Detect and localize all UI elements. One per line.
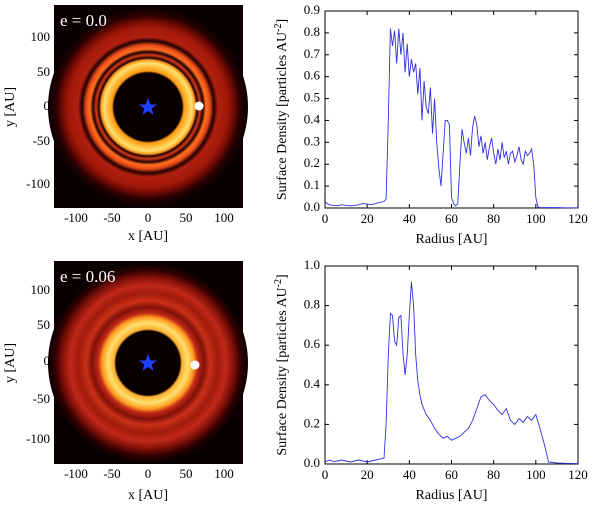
- y-tick-label: 1.0: [304, 257, 320, 272]
- disk-image-e006: e = 0.06: [48, 261, 248, 464]
- disk-axes-e0: 100 50 0 -50 -100 -100 -50 0 50 100 x [A…: [3, 29, 234, 244]
- x-tick-label: -50: [103, 210, 120, 225]
- planet-icon: [190, 360, 200, 370]
- y-axis-label: y [AU]: [3, 343, 18, 383]
- series-line: [324, 28, 578, 209]
- x-tick-label: 120: [568, 211, 588, 226]
- x-tick-label: 100: [526, 467, 546, 482]
- y-tick-label: -50: [33, 133, 50, 148]
- x-tick-label: 0: [145, 210, 152, 225]
- plot-frame: [324, 10, 579, 209]
- x-tick-label: 60: [445, 211, 458, 226]
- x-tick-label: 100: [526, 211, 546, 226]
- x-tick-label: 0: [145, 466, 152, 481]
- disk-axes-e006: 100 50 0 -50 -100 -100 -50 0 50 100 x [A…: [3, 282, 234, 503]
- y-tick-label: 50: [37, 64, 50, 79]
- y-axis-label: y [AU]: [3, 87, 18, 127]
- panel-label: e = 0.06: [60, 267, 115, 286]
- x-tick-label: 50: [180, 210, 193, 225]
- x-tick-label: 50: [180, 466, 193, 481]
- y-tick-label: 0.6: [304, 336, 321, 351]
- y-tick-label: 0.3: [304, 133, 320, 148]
- surface-density-chart-e006: 0 20 40 60 80 100 120 0.0 0.2 0.4 0.6 0.8 1.0 Radius …: [273, 257, 588, 503]
- y-tick-label: 0.8: [304, 24, 320, 39]
- planet-icon: [194, 101, 204, 111]
- y-tick-label: 100: [31, 282, 51, 297]
- x-tick-label: -50: [103, 466, 120, 481]
- y-tick-label: 0.8: [304, 297, 320, 312]
- star-icon: [138, 98, 158, 115]
- x-axis-label: x [AU]: [128, 488, 168, 503]
- x-tick-label: 0: [322, 467, 329, 482]
- x-tick-label: 40: [403, 211, 416, 226]
- x-tick-label: 120: [568, 467, 588, 482]
- x-tick-label: 40: [403, 467, 416, 482]
- y-tick-label: 0.0: [304, 199, 320, 214]
- y-tick-label: 0.2: [304, 155, 320, 170]
- surface-density-chart-e0: 0 20 40 60 80 100 120 0.0 0.1 0.2 0.3 0.4 0.5 0.6 0.7 0…: [273, 2, 588, 247]
- plot-frame: [324, 265, 579, 465]
- x-axis-label: Radius [AU]: [416, 232, 488, 247]
- x-axis-label: Radius [AU]: [416, 488, 488, 503]
- y-tick-label: 0.4: [304, 376, 321, 391]
- y-tick-label: 0.7: [304, 46, 321, 61]
- y-tick-label: 0: [44, 98, 51, 113]
- y-tick-label: 0.0: [304, 455, 320, 470]
- y-tick-label: -50: [33, 391, 50, 406]
- y-tick-label: 0: [44, 353, 51, 368]
- star-icon: [138, 354, 158, 371]
- y-tick-label: 0.4: [304, 111, 321, 126]
- panel-label: e = 0.0: [60, 11, 107, 30]
- x-tick-label: 0: [322, 211, 329, 226]
- y-tick-label: 100: [31, 29, 51, 44]
- y-tick-label: -100: [26, 176, 50, 191]
- x-tick-label: 80: [487, 467, 500, 482]
- y-axis-label: Surface Density [particles AU-2]: [273, 274, 290, 455]
- x-tick-label: 20: [361, 467, 374, 482]
- y-tick-label: 0.2: [304, 415, 320, 430]
- x-tick-label: -100: [64, 210, 88, 225]
- x-tick-label: 100: [214, 466, 234, 481]
- x-tick-label: 100: [214, 210, 234, 225]
- x-tick-label: -100: [64, 466, 88, 481]
- series-line: [324, 281, 579, 465]
- x-tick-label: 20: [361, 211, 374, 226]
- y-tick-label: 0.9: [304, 2, 320, 17]
- y-tick-label: 50: [37, 317, 50, 332]
- x-axis-label: x [AU]: [128, 229, 168, 244]
- y-axis-label: Surface Density [particles AU-2]: [273, 19, 290, 200]
- x-tick-label: 80: [487, 211, 500, 226]
- disk-image-e0: e = 0.0: [48, 5, 248, 208]
- y-tick-label: 0.1: [304, 177, 320, 192]
- y-tick-label: -100: [26, 431, 50, 446]
- y-tick-label: 0.5: [304, 90, 320, 105]
- y-tick-label: 0.6: [304, 68, 321, 83]
- x-tick-label: 60: [445, 467, 458, 482]
